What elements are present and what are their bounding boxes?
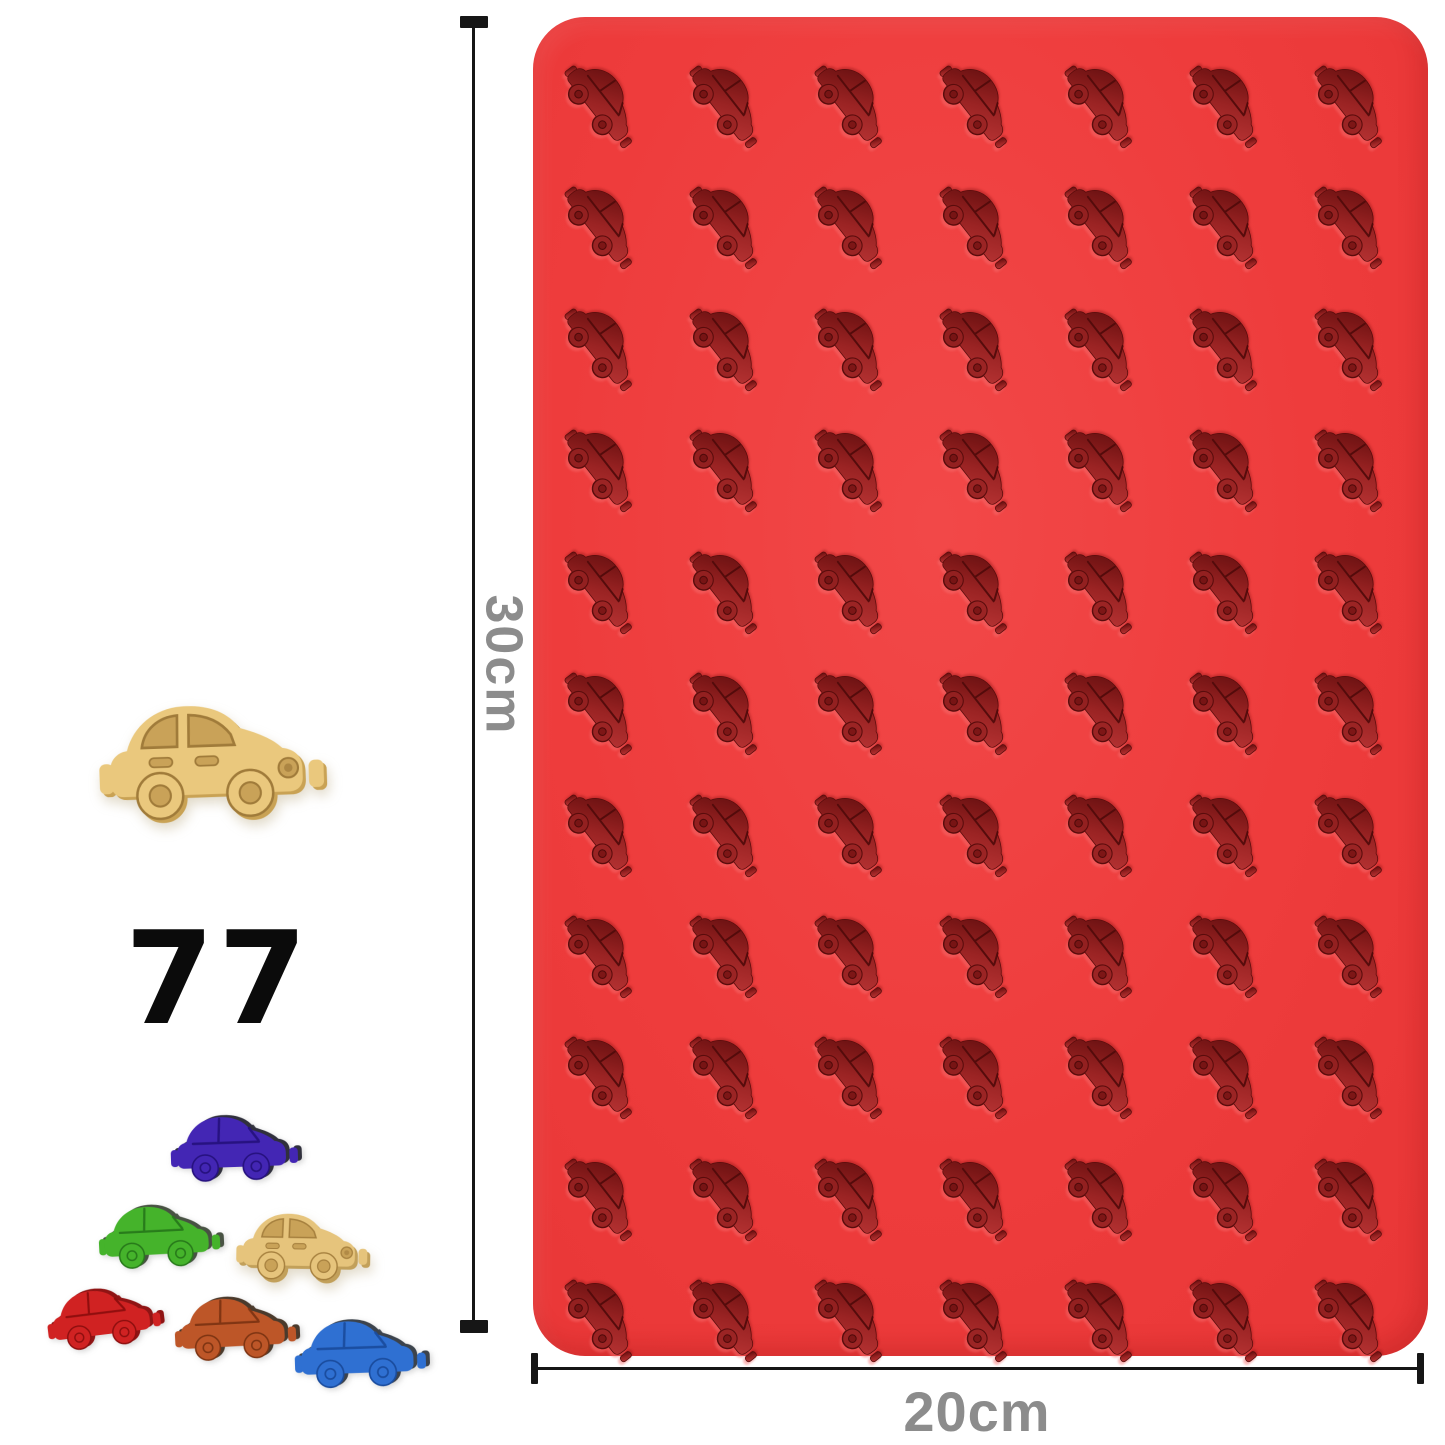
- mold-cavity: [1293, 160, 1418, 281]
- mold-cavity: [793, 160, 918, 281]
- width-dimension-cap-right: [1417, 1353, 1424, 1384]
- mold-cavity: [793, 1253, 918, 1374]
- mold-cavity: [918, 160, 1043, 281]
- mold-cavity: [1043, 646, 1168, 767]
- mold-cavity: [1043, 1253, 1168, 1374]
- height-dimension-cap-top: [460, 16, 488, 28]
- mold-cavity: [1293, 525, 1418, 646]
- mold-cavity: [793, 282, 918, 403]
- mold-cavity: [1168, 646, 1293, 767]
- mold-cavity: [793, 1010, 918, 1131]
- green-gummy-car: [98, 1198, 220, 1269]
- mold-cavity: [668, 282, 793, 403]
- mold-cavity: [1168, 1132, 1293, 1253]
- mold-cavity: [918, 525, 1043, 646]
- mold-cavity: [1168, 768, 1293, 889]
- mold-cavity: [793, 39, 918, 160]
- mold-cavity: [1168, 403, 1293, 524]
- mold-cavity: [793, 1132, 918, 1253]
- mold-cavity: [1043, 403, 1168, 524]
- width-dimension-label: 20cm: [903, 1380, 1051, 1443]
- mold-cavity: [668, 525, 793, 646]
- mold-cavity: [1043, 889, 1168, 1010]
- mold-cavity: [543, 160, 668, 281]
- mold-cavity: [1293, 646, 1418, 767]
- mold-cavity: [918, 1010, 1043, 1131]
- mold-cavity: [1043, 1010, 1168, 1131]
- mold-cavity: [1043, 525, 1168, 646]
- mold-cavity: [918, 1132, 1043, 1253]
- mold-cavity: [1043, 39, 1168, 160]
- mold-cavity: [543, 39, 668, 160]
- height-dimension-line: [472, 26, 475, 1322]
- width-dimension-line: [537, 1367, 1419, 1370]
- indigo-gummy-car: [170, 1108, 298, 1182]
- wooden-toy-car: [98, 690, 324, 821]
- mold-cavity: [668, 1010, 793, 1131]
- mold-cavity: [793, 889, 918, 1010]
- mold-cavity: [1293, 1253, 1418, 1374]
- mold-cavity: [543, 768, 668, 889]
- mold-cavity: [1043, 282, 1168, 403]
- mold-cavity: [1293, 39, 1418, 160]
- mold-cavity: [918, 39, 1043, 160]
- mold-cavity: [793, 525, 918, 646]
- mold-cavity: [918, 1253, 1043, 1374]
- mold-cavity: [668, 39, 793, 160]
- mold-cavity: [668, 160, 793, 281]
- red-gummy-car: [46, 1282, 160, 1348]
- mold-cavity: [1293, 1132, 1418, 1253]
- tan-toy-car: [236, 1205, 368, 1281]
- mold-cavity: [1293, 403, 1418, 524]
- mold-cavity: [918, 646, 1043, 767]
- mold-cavity: [1043, 1132, 1168, 1253]
- mold-cavity: [1168, 39, 1293, 160]
- mold-cavity: [1293, 282, 1418, 403]
- mold-cavity: [1293, 1010, 1418, 1131]
- mold-cavity: [918, 403, 1043, 524]
- height-dimension-cap-bottom: [460, 1320, 488, 1333]
- mold-cavity: [1168, 282, 1293, 403]
- mold-cavity: [793, 768, 918, 889]
- mold-cavity: [543, 646, 668, 767]
- mold-cavity: [543, 525, 668, 646]
- mold-cavity: [793, 403, 918, 524]
- mold-cavity: [668, 889, 793, 1010]
- orange-gummy-car: [174, 1290, 296, 1361]
- height-dimension-text: 30cm: [474, 594, 532, 736]
- width-dimension-cap-left: [531, 1353, 538, 1384]
- mold-cavity: [793, 646, 918, 767]
- mold-cavity: [918, 768, 1043, 889]
- mold-cavity: [1293, 768, 1418, 889]
- blue-gummy-car: [294, 1312, 426, 1388]
- mold-cavity: [918, 889, 1043, 1010]
- mold-cavity: [668, 1253, 793, 1374]
- mold-cavity: [1043, 768, 1168, 889]
- height-dimension-label: 30cm: [474, 560, 532, 770]
- mold-cavity: [668, 768, 793, 889]
- mold-cavity: [668, 646, 793, 767]
- mold-cavity: [543, 889, 668, 1010]
- silicone-mold: [533, 17, 1428, 1356]
- mold-cavity: [543, 1132, 668, 1253]
- mold-cavity: [1168, 525, 1293, 646]
- cavity-count-text: 77: [124, 905, 312, 1054]
- mold-cavity: [668, 403, 793, 524]
- mold-cavity: [918, 282, 1043, 403]
- mold-cavity: [1168, 889, 1293, 1010]
- mold-cavity: [668, 1132, 793, 1253]
- mold-cavity: [543, 1010, 668, 1131]
- mold-cavity: [543, 282, 668, 403]
- mold-cavity: [543, 1253, 668, 1374]
- mold-cavity: [1168, 1010, 1293, 1131]
- mold-cavity: [1293, 889, 1418, 1010]
- mold-cavity: [1043, 160, 1168, 281]
- mold-cavity: [543, 403, 668, 524]
- mold-cavity: [1168, 1253, 1293, 1374]
- mold-cavity: [1168, 160, 1293, 281]
